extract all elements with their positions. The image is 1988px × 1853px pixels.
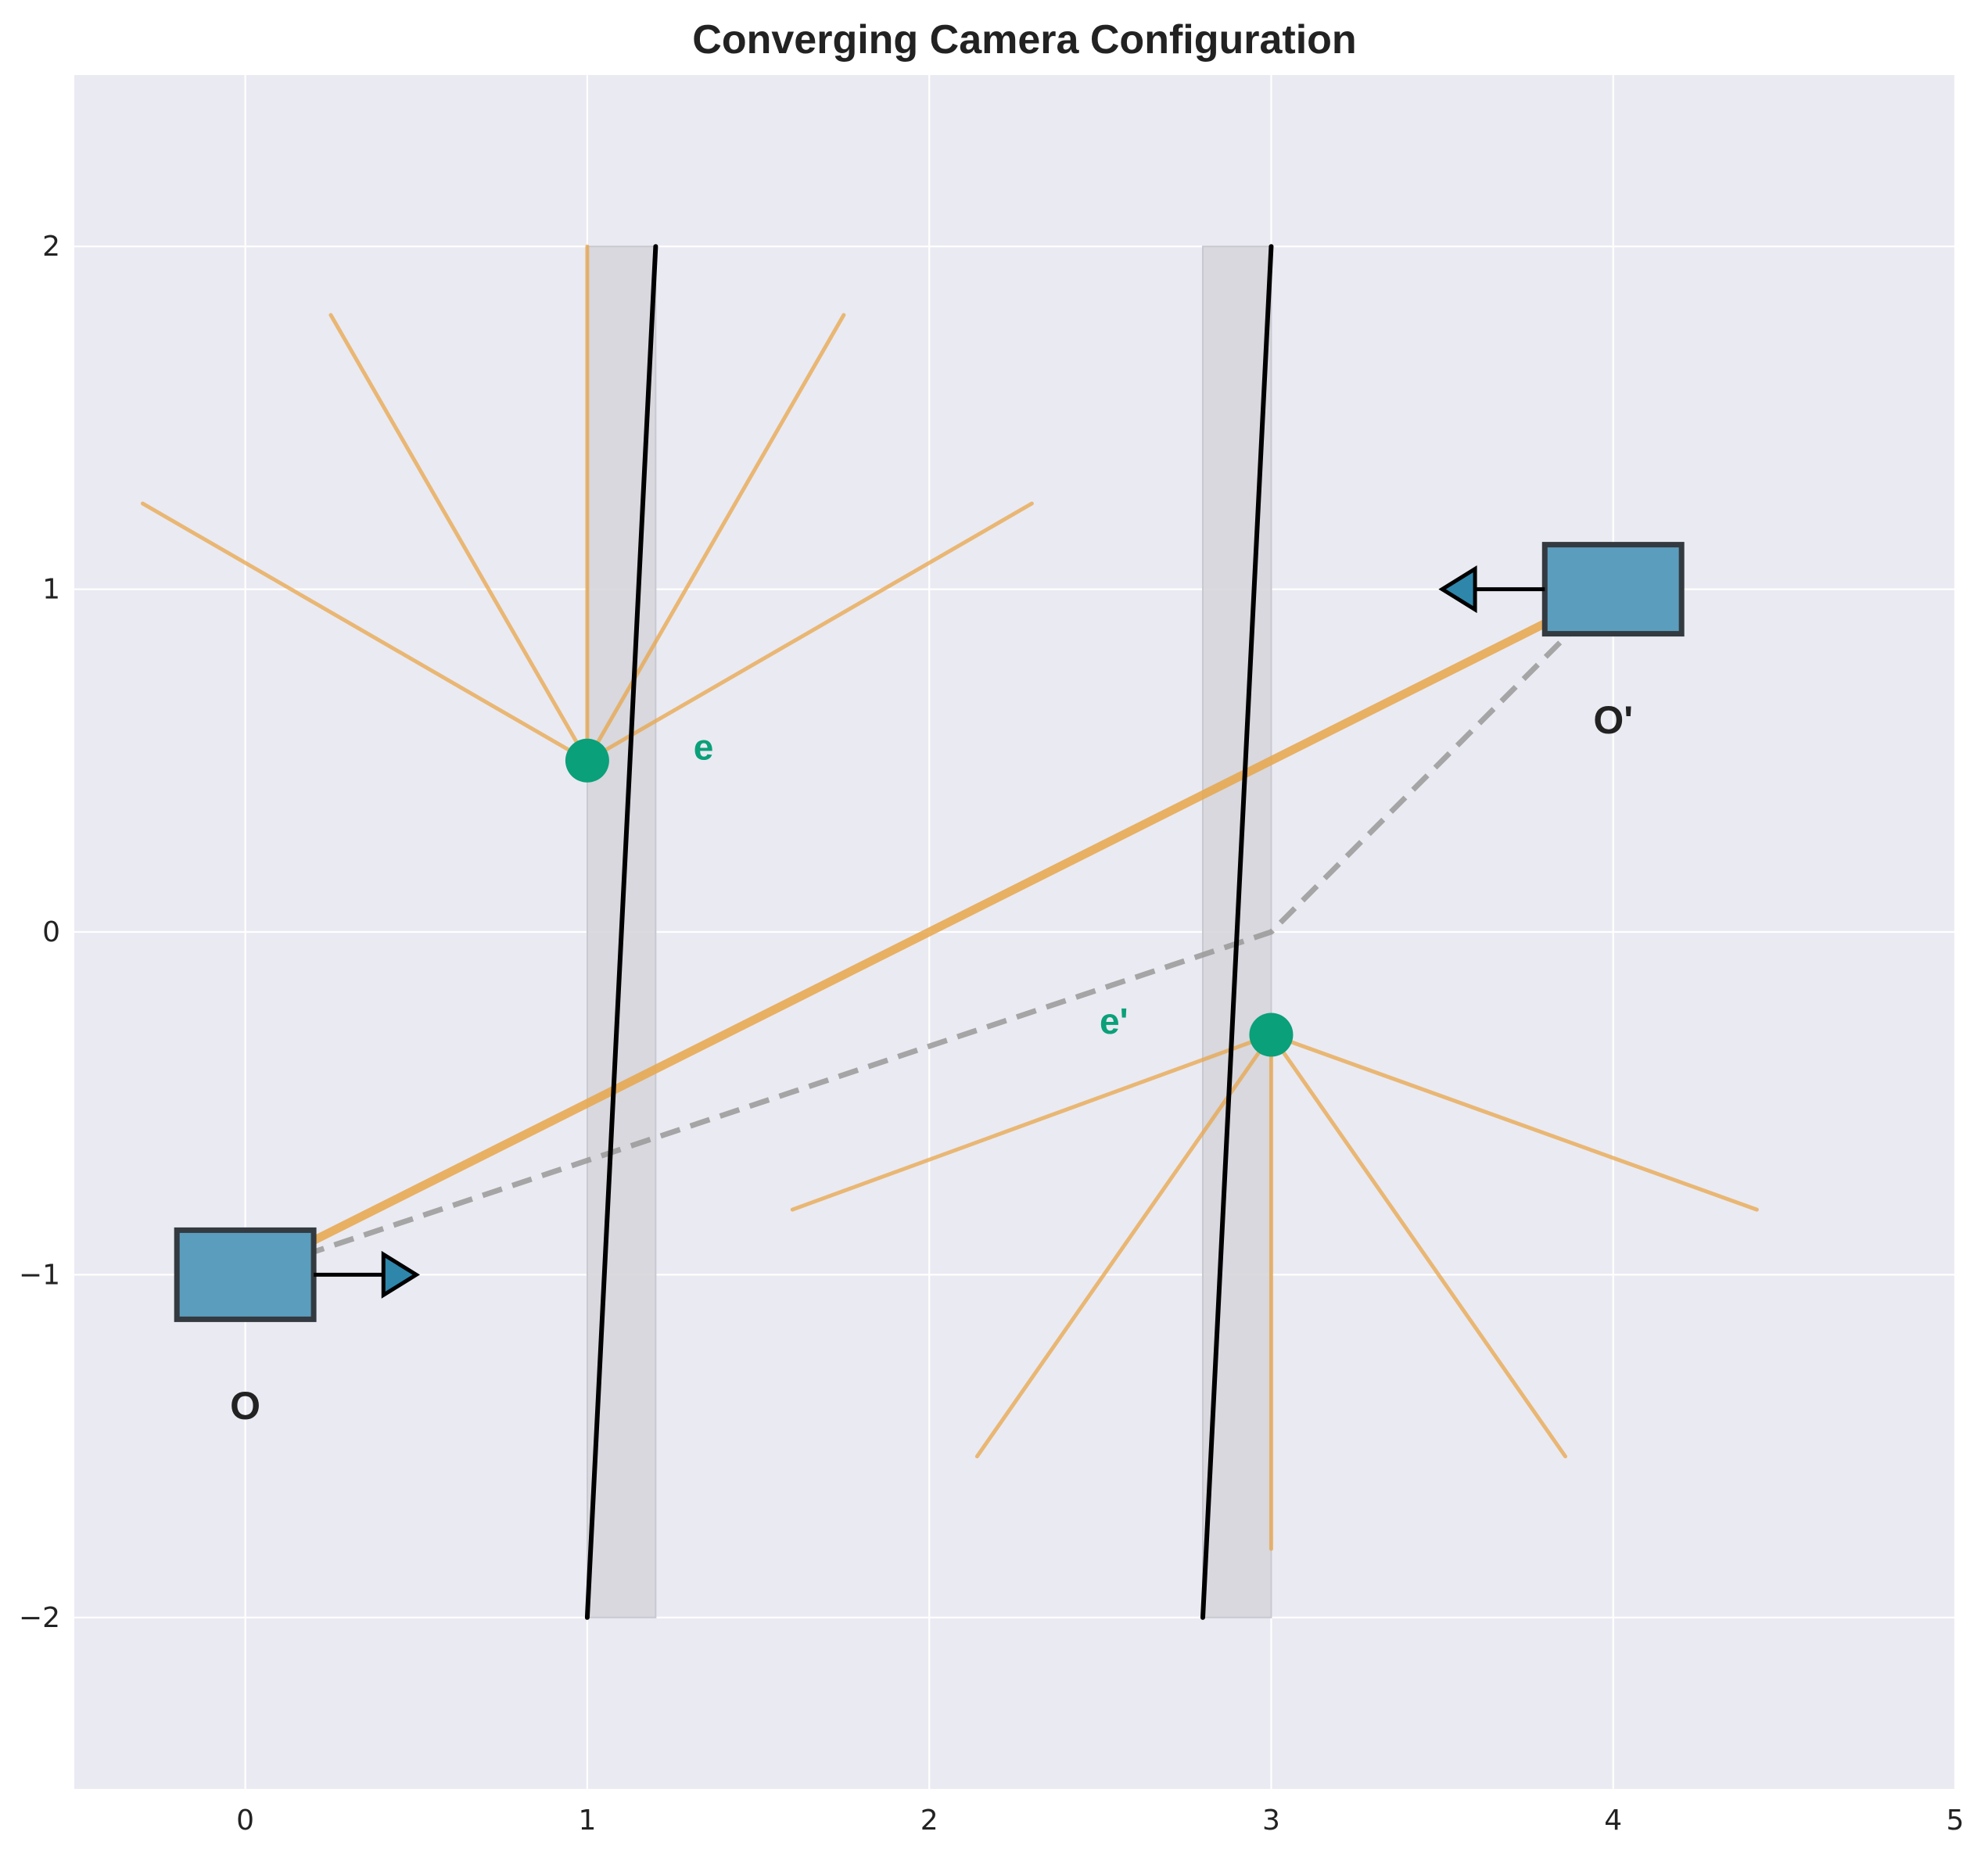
epipolar-ray-2-1 [790,1033,1273,1212]
y-tick-label: −1 [19,1259,60,1291]
camera-label-1: O [230,1384,260,1428]
epipole-dot-1 [565,738,609,783]
image-plane-line-1 [584,244,658,1620]
epipolar-ray-2-2 [974,1033,1273,1459]
camera-arrow-head-1 [381,1250,421,1299]
y-tick-label: 2 [42,231,60,263]
chart-title: Converging Camera Configuration [692,17,1356,63]
image-plane-line-2 [1200,244,1274,1620]
epipole-label-1: e [694,726,714,767]
epipolar-ray-1-4 [585,313,846,763]
epipolar-ray-1-1 [140,501,590,763]
x-tick-label: 1 [578,1805,596,1837]
y-tick-label: 0 [42,916,60,948]
epipole-label-2: e' [1100,1001,1129,1041]
plot-area: 0 1 2 3 4 5 −2 −1 0 1 2 e e' O O' [19,75,1965,1837]
epipolar-ray-2-4 [1269,1033,1568,1459]
camera-body-1 [174,1227,317,1322]
camera-arrow-head-2 [1438,565,1477,614]
epipolar-ray-1-5 [585,501,1034,763]
baseline-dashed [244,587,1616,1278]
camera-body-2 [1541,542,1685,637]
x-tick-label: 5 [1947,1805,1965,1837]
epipolar-ray-2-5 [1269,1033,1759,1212]
camera-center-ray [241,585,1618,1279]
epipole-dot-2 [1249,1013,1294,1057]
camera-label-2: O' [1593,698,1633,742]
x-tick-label: 2 [920,1805,938,1837]
x-tick-label: 3 [1262,1805,1280,1837]
y-tick-label: 1 [42,574,60,606]
x-tick-label: 4 [1604,1805,1622,1837]
y-tick-label: −2 [19,1602,60,1634]
epipolar-ray-1-2 [328,313,590,763]
x-tick-label: 0 [236,1805,254,1837]
